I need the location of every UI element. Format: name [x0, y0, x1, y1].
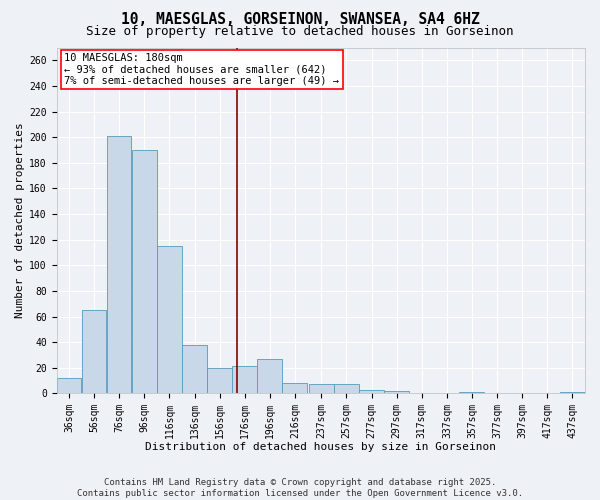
Bar — [257, 359, 282, 394]
Bar — [359, 390, 384, 394]
Text: 10, MAESGLAS, GORSEINON, SWANSEA, SA4 6HZ: 10, MAESGLAS, GORSEINON, SWANSEA, SA4 6H… — [121, 12, 479, 28]
Bar — [132, 150, 157, 394]
Y-axis label: Number of detached properties: Number of detached properties — [15, 122, 25, 318]
Bar — [460, 392, 484, 394]
Text: Contains HM Land Registry data © Crown copyright and database right 2025.
Contai: Contains HM Land Registry data © Crown c… — [77, 478, 523, 498]
Bar — [232, 366, 257, 394]
Bar — [309, 384, 334, 394]
Text: 10 MAESGLAS: 180sqm
← 93% of detached houses are smaller (642)
7% of semi-detach: 10 MAESGLAS: 180sqm ← 93% of detached ho… — [64, 52, 340, 86]
Bar — [207, 368, 232, 394]
X-axis label: Distribution of detached houses by size in Gorseinon: Distribution of detached houses by size … — [145, 442, 496, 452]
Bar — [283, 383, 307, 394]
Bar — [56, 378, 81, 394]
Bar — [157, 246, 182, 394]
Bar — [107, 136, 131, 394]
Bar — [560, 392, 584, 394]
Bar — [182, 344, 207, 394]
Bar — [384, 391, 409, 394]
Text: Size of property relative to detached houses in Gorseinon: Size of property relative to detached ho… — [86, 24, 514, 38]
Bar — [334, 384, 359, 394]
Bar — [82, 310, 106, 394]
